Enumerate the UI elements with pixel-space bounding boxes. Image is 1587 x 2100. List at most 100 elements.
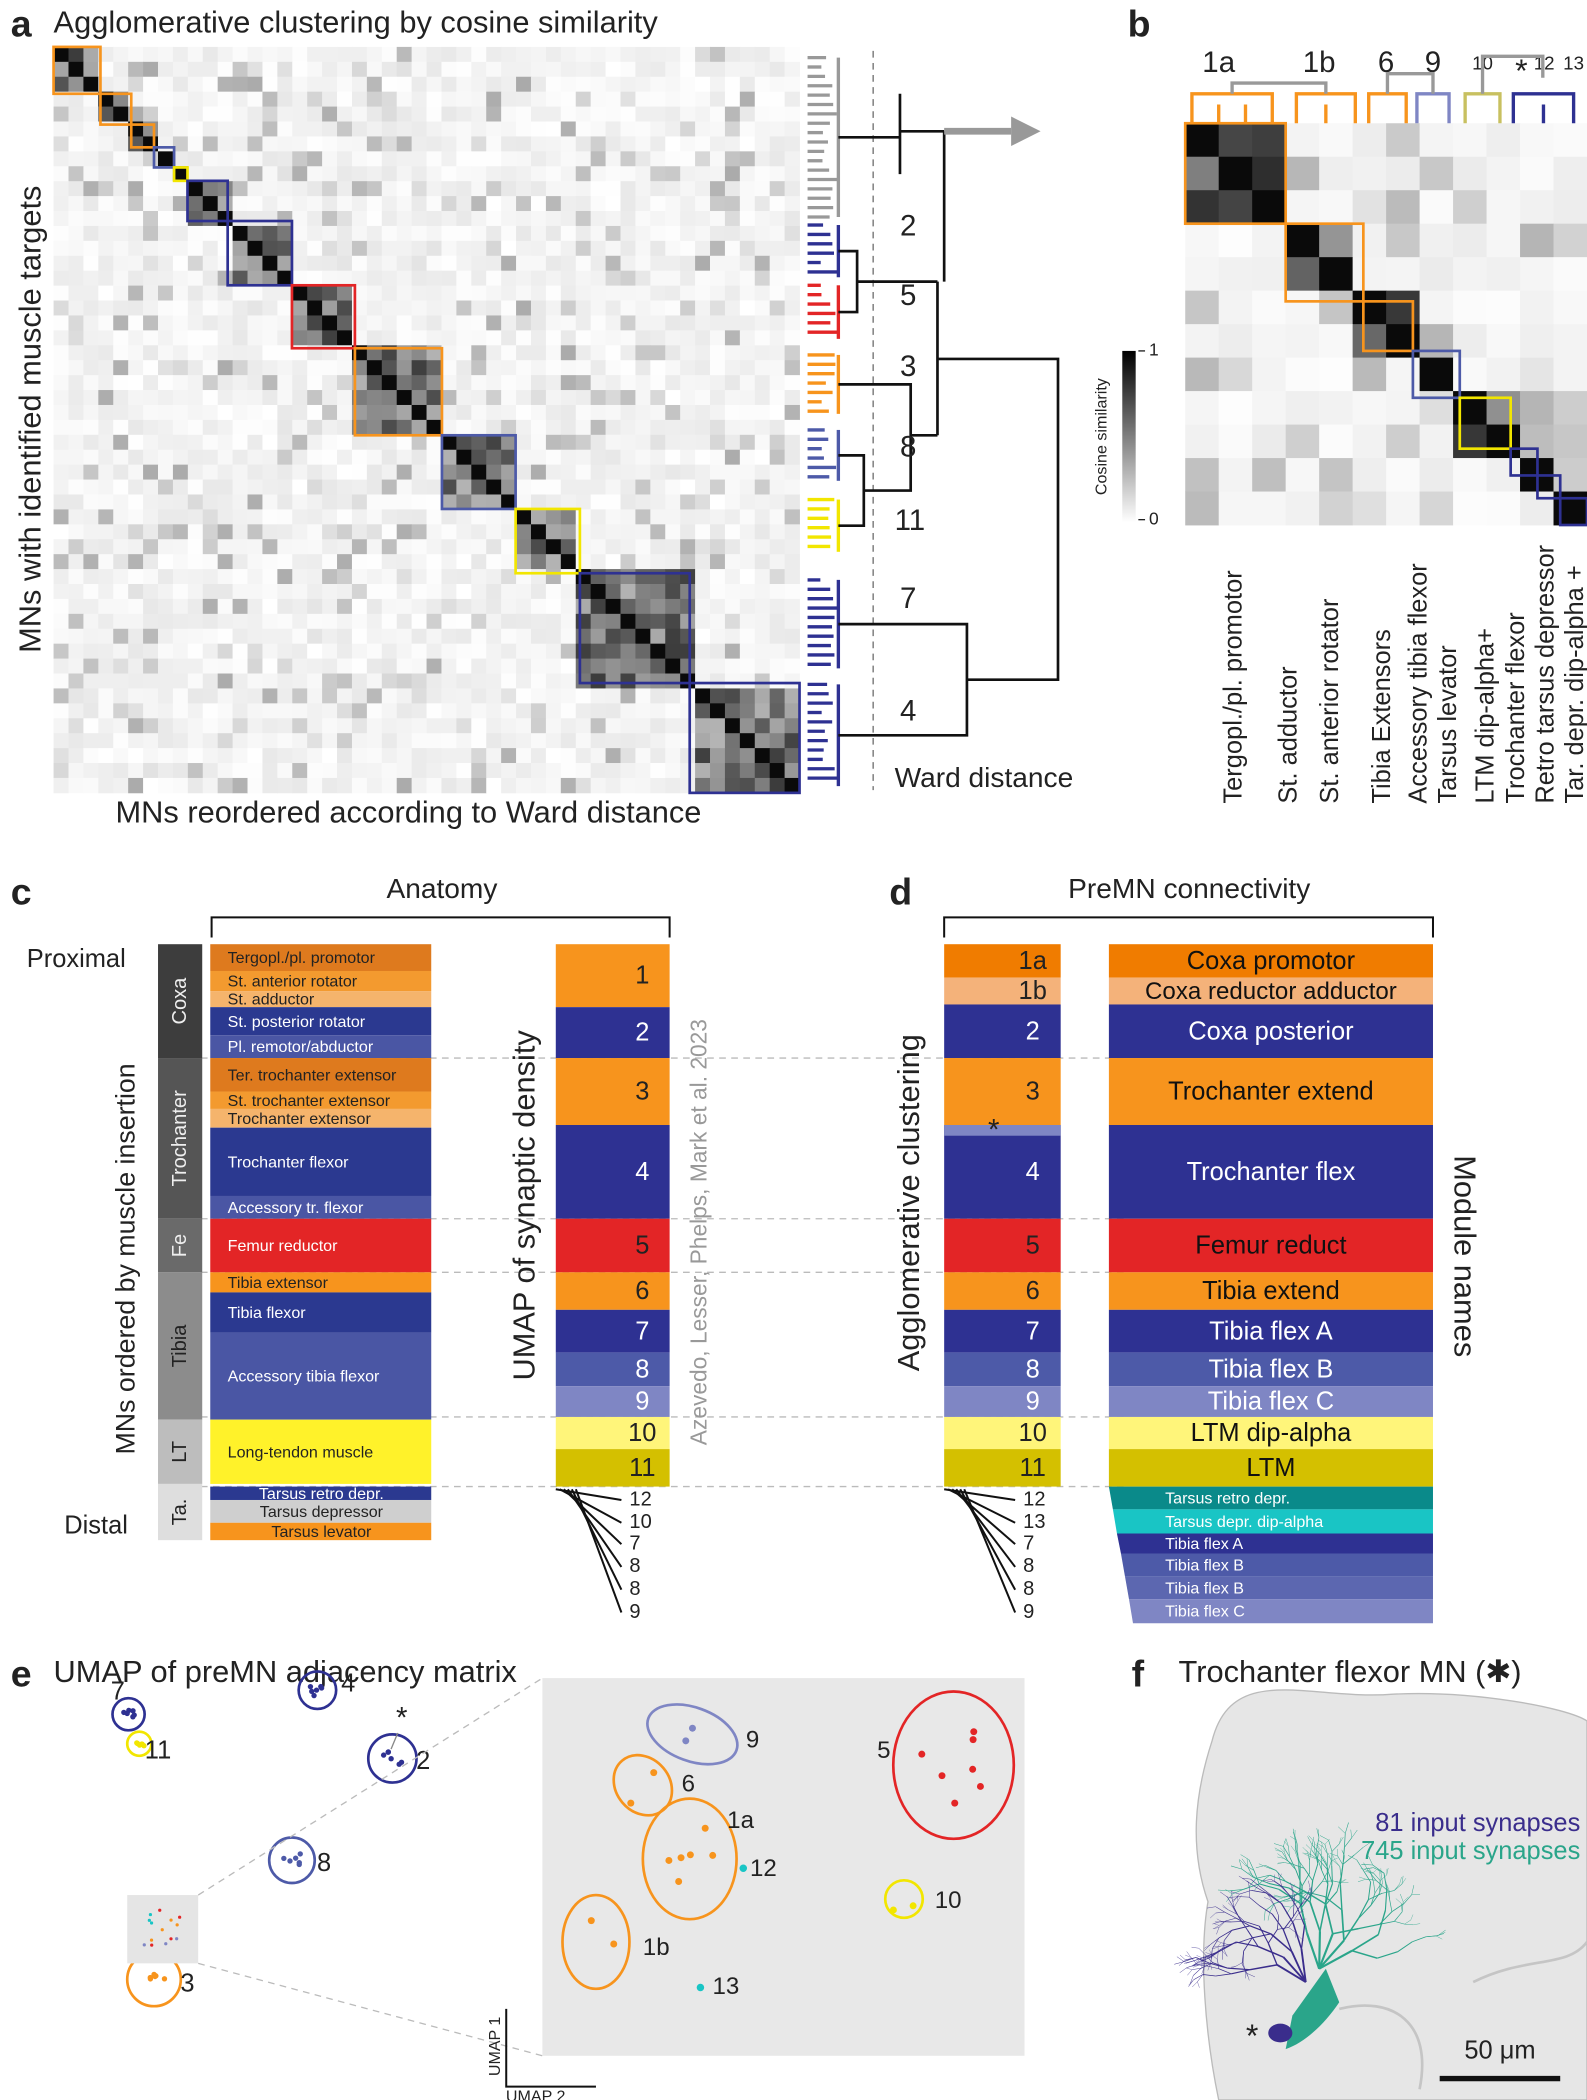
neurite [1362, 1869, 1371, 1883]
heatmap-cell [516, 569, 532, 585]
heatmap-cell [232, 479, 248, 495]
neurite [1225, 1917, 1237, 1922]
heatmap-cell [695, 255, 711, 272]
heatmap-cell [1218, 156, 1253, 191]
label: 1b [1303, 46, 1336, 79]
neurite [1300, 1948, 1307, 1983]
heatmap-cell [1252, 391, 1287, 425]
heatmap-cell [83, 121, 99, 137]
neurite [1344, 1837, 1352, 1848]
heatmap-cell [516, 583, 532, 600]
heatmap-cell [516, 434, 532, 451]
heatmap-cell [456, 658, 472, 674]
heatmap-cell [53, 419, 69, 436]
heatmap-cell [605, 300, 621, 316]
heatmap-cell [516, 255, 532, 272]
heatmap-cell [232, 613, 248, 630]
label: 4 [1026, 1158, 1040, 1186]
heatmap-cell [590, 763, 606, 779]
heatmap-cell [635, 136, 651, 152]
heatmap-cell [113, 136, 129, 152]
heatmap-cell [486, 509, 502, 525]
heatmap-cell [53, 554, 69, 570]
neurite [1242, 1951, 1244, 1963]
heatmap-cell [247, 673, 263, 689]
heatmap-cell [381, 315, 398, 331]
heatmap-cell [605, 166, 621, 182]
label: 4 [341, 1670, 355, 1698]
label: Coxa [169, 977, 191, 1025]
point [587, 1917, 595, 1925]
heatmap-cell [754, 613, 771, 630]
heatmap-cell [262, 136, 278, 152]
heatmap-cell [545, 449, 562, 466]
neurite [1322, 1846, 1328, 1855]
heatmap-cell [128, 509, 144, 525]
heatmap-cell [739, 360, 756, 376]
heatmap-cell [545, 524, 562, 540]
heatmap-cell [217, 61, 234, 78]
heatmap-cell [277, 181, 293, 197]
heatmap-cell [1319, 491, 1354, 526]
heatmap-cell [754, 330, 771, 346]
heatmap-cell [128, 345, 144, 361]
neurite [1198, 1948, 1206, 1955]
heatmap-cell [262, 345, 278, 361]
neurite [1331, 1857, 1338, 1862]
heatmap-cell [1386, 223, 1420, 258]
label: 8 [1026, 1355, 1040, 1383]
module-name-box [1108, 944, 1433, 978]
heatmap-cell [292, 375, 308, 391]
heatmap-cell [322, 61, 338, 78]
heatmap-cell [351, 240, 368, 257]
neurite [1215, 1911, 1225, 1914]
heatmap-cell [158, 733, 174, 749]
heatmap-cell [1553, 391, 1587, 425]
heatmap-cell [1419, 391, 1454, 425]
heatmap-cell [396, 583, 413, 600]
heatmap-cell [381, 703, 398, 719]
label: LT [169, 1441, 191, 1463]
heatmap-cell [172, 703, 189, 719]
heatmap-cell [769, 419, 786, 436]
muscle [210, 1127, 432, 1196]
heatmap-cell [724, 181, 741, 197]
heatmap-cell [530, 763, 547, 779]
heatmap-cell [426, 225, 442, 242]
heatmap-cell [322, 211, 338, 227]
heatmap-cell [620, 151, 636, 167]
heatmap-cell [187, 61, 204, 78]
heatmap-cell [322, 181, 338, 197]
heatmap-cell [501, 121, 517, 137]
heatmap-cell [98, 509, 114, 525]
neurite [1351, 1933, 1379, 1952]
label: LTM [1246, 1454, 1295, 1482]
heatmap-cell [650, 539, 666, 555]
neurite [1294, 1851, 1299, 1860]
heatmap-cell [277, 300, 293, 316]
heatmap-cell [426, 733, 442, 749]
heatmap-cell [68, 718, 84, 734]
heatmap-cell [83, 688, 99, 704]
heatmap-cell [635, 688, 651, 704]
heatmap-cell [545, 270, 562, 287]
heatmap-cell [337, 777, 353, 794]
heatmap-cell [68, 763, 84, 779]
heatmap-cell [650, 285, 666, 301]
heatmap-cell [68, 703, 84, 719]
heatmap-cell [575, 718, 592, 734]
heatmap-cell [486, 151, 502, 167]
heatmap-cell [83, 196, 99, 212]
heatmap-cell [232, 61, 248, 78]
neurite [1358, 1923, 1380, 1930]
heatmap-cell [516, 240, 532, 257]
heatmap-cell [83, 673, 99, 689]
heatmap-cell [98, 106, 114, 122]
neurite [1342, 1854, 1355, 1865]
heatmap-cell [605, 106, 621, 122]
heatmap-cell [292, 658, 308, 674]
heatmap-cell [366, 404, 383, 421]
heatmap-cell [784, 240, 800, 257]
neurite [1338, 1836, 1344, 1845]
neurite [1200, 1957, 1206, 1961]
